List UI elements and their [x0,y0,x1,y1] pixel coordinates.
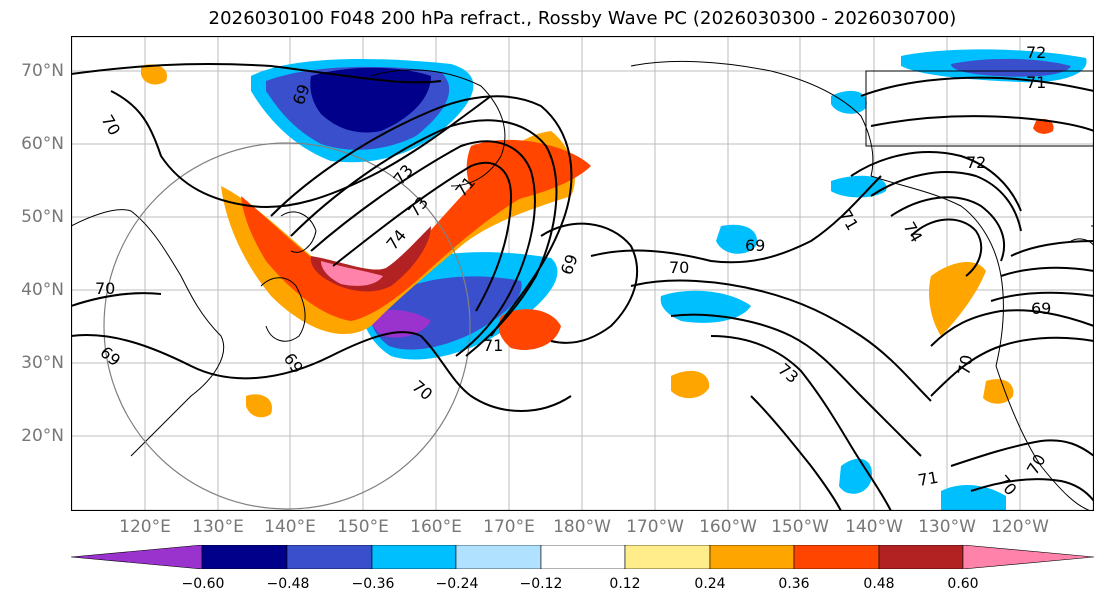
lon-label-140e: 140°E [264,517,316,537]
contour-label: 72 [966,153,986,172]
colorbar-swatch [540,545,626,569]
colorbar-swatch [286,545,373,569]
contour-label: 70 [98,112,125,139]
lon-label-180w: 180°W [553,517,611,537]
colorbar-tick-label: −0.12 [519,576,563,592]
contour-label: 71 [483,336,503,355]
contour-label: 72 [1026,43,1046,62]
colorbar-tick-label: −0.36 [351,576,395,592]
reference-circle [103,142,471,510]
contour-label: 69 [557,252,582,278]
map-title: 2026030100 F048 200 hPa refract., Rossby… [208,8,957,29]
lon-label-120e: 120°E [119,517,171,537]
lon-label-160w: 160°W [699,517,757,537]
colorbar [71,545,1094,569]
lon-label-130e: 130°E [192,517,244,537]
positive-anomaly-shading [141,64,1054,418]
colorbar-tick-label: 0.24 [694,576,726,592]
lon-label-150w: 150°W [771,517,829,537]
colorbar-swatch [624,545,711,569]
colorbar-swatch [201,545,288,569]
contour-label: 70 [1023,451,1050,478]
lon-label-160e: 160°E [410,517,462,537]
contour-label: 71 [1026,73,1046,92]
contour-label: 71 [836,207,863,234]
lon-label-170e: 170°E [483,517,535,537]
colorbar-tick-label: −0.48 [266,576,310,592]
contour-label: 70 [95,279,115,298]
colorbar-swatch [709,545,795,569]
map-panel[interactable]: 72 71 70 69 72 74 71 69 70 69 69 74 73 7… [71,36,1094,511]
map-frame [71,36,1094,511]
contour-lines [71,63,1094,511]
colorbar-svg [71,545,1094,569]
contour-label: 69 [745,236,765,255]
lon-label-150e: 150°E [337,517,389,537]
lat-label-30n: 30°N [21,353,64,373]
contour-label: 71 [916,468,939,490]
contour-label: 70 [669,258,689,277]
map-svg: 72 71 70 69 72 74 71 69 70 69 69 74 73 7… [71,36,1094,511]
contour-label: 70 [954,353,976,376]
colorbar-tick-label: 0.60 [947,576,979,592]
lon-label-140w: 140°W [845,517,903,537]
contour-label: 74 [900,219,927,246]
contour-label: 73 [390,161,418,189]
contour-label: 70 [408,377,436,405]
lat-label-40n: 40°N [21,280,64,300]
lat-label-60n: 60°N [21,134,64,154]
colorbar-tick-label: −0.60 [181,576,225,592]
colorbar-tick-label: 0.12 [609,576,641,592]
lon-label-170w: 170°W [626,517,684,537]
colorbar-swatch [455,545,542,569]
lat-label-70n: 70°N [21,61,64,81]
lon-label-130w: 130°W [918,517,976,537]
coastlines [71,60,1094,511]
contour-label: 69 [1031,299,1051,318]
contour-label: 69 [96,343,124,371]
lon-label-120w: 120°W [991,517,1049,537]
lat-label-50n: 50°N [21,207,64,227]
contour-label-group: 72 71 70 69 72 74 71 69 70 69 69 74 73 7… [95,43,1051,499]
contour-label: 74 [383,226,411,254]
colorbar-tick-label: 0.36 [778,576,810,592]
colorbar-swatch [71,545,203,569]
colorbar-tick-label: −0.24 [435,576,479,592]
contour-label: 73 [405,193,433,221]
lat-label-20n: 20°N [21,426,64,446]
contour-label: 73 [774,360,802,388]
colorbar-tick-label: 0.48 [863,576,895,592]
colorbar-swatch [793,545,880,569]
colorbar-swatch [962,545,1094,569]
colorbar-swatch [371,545,457,569]
colorbar-swatch [878,545,964,569]
